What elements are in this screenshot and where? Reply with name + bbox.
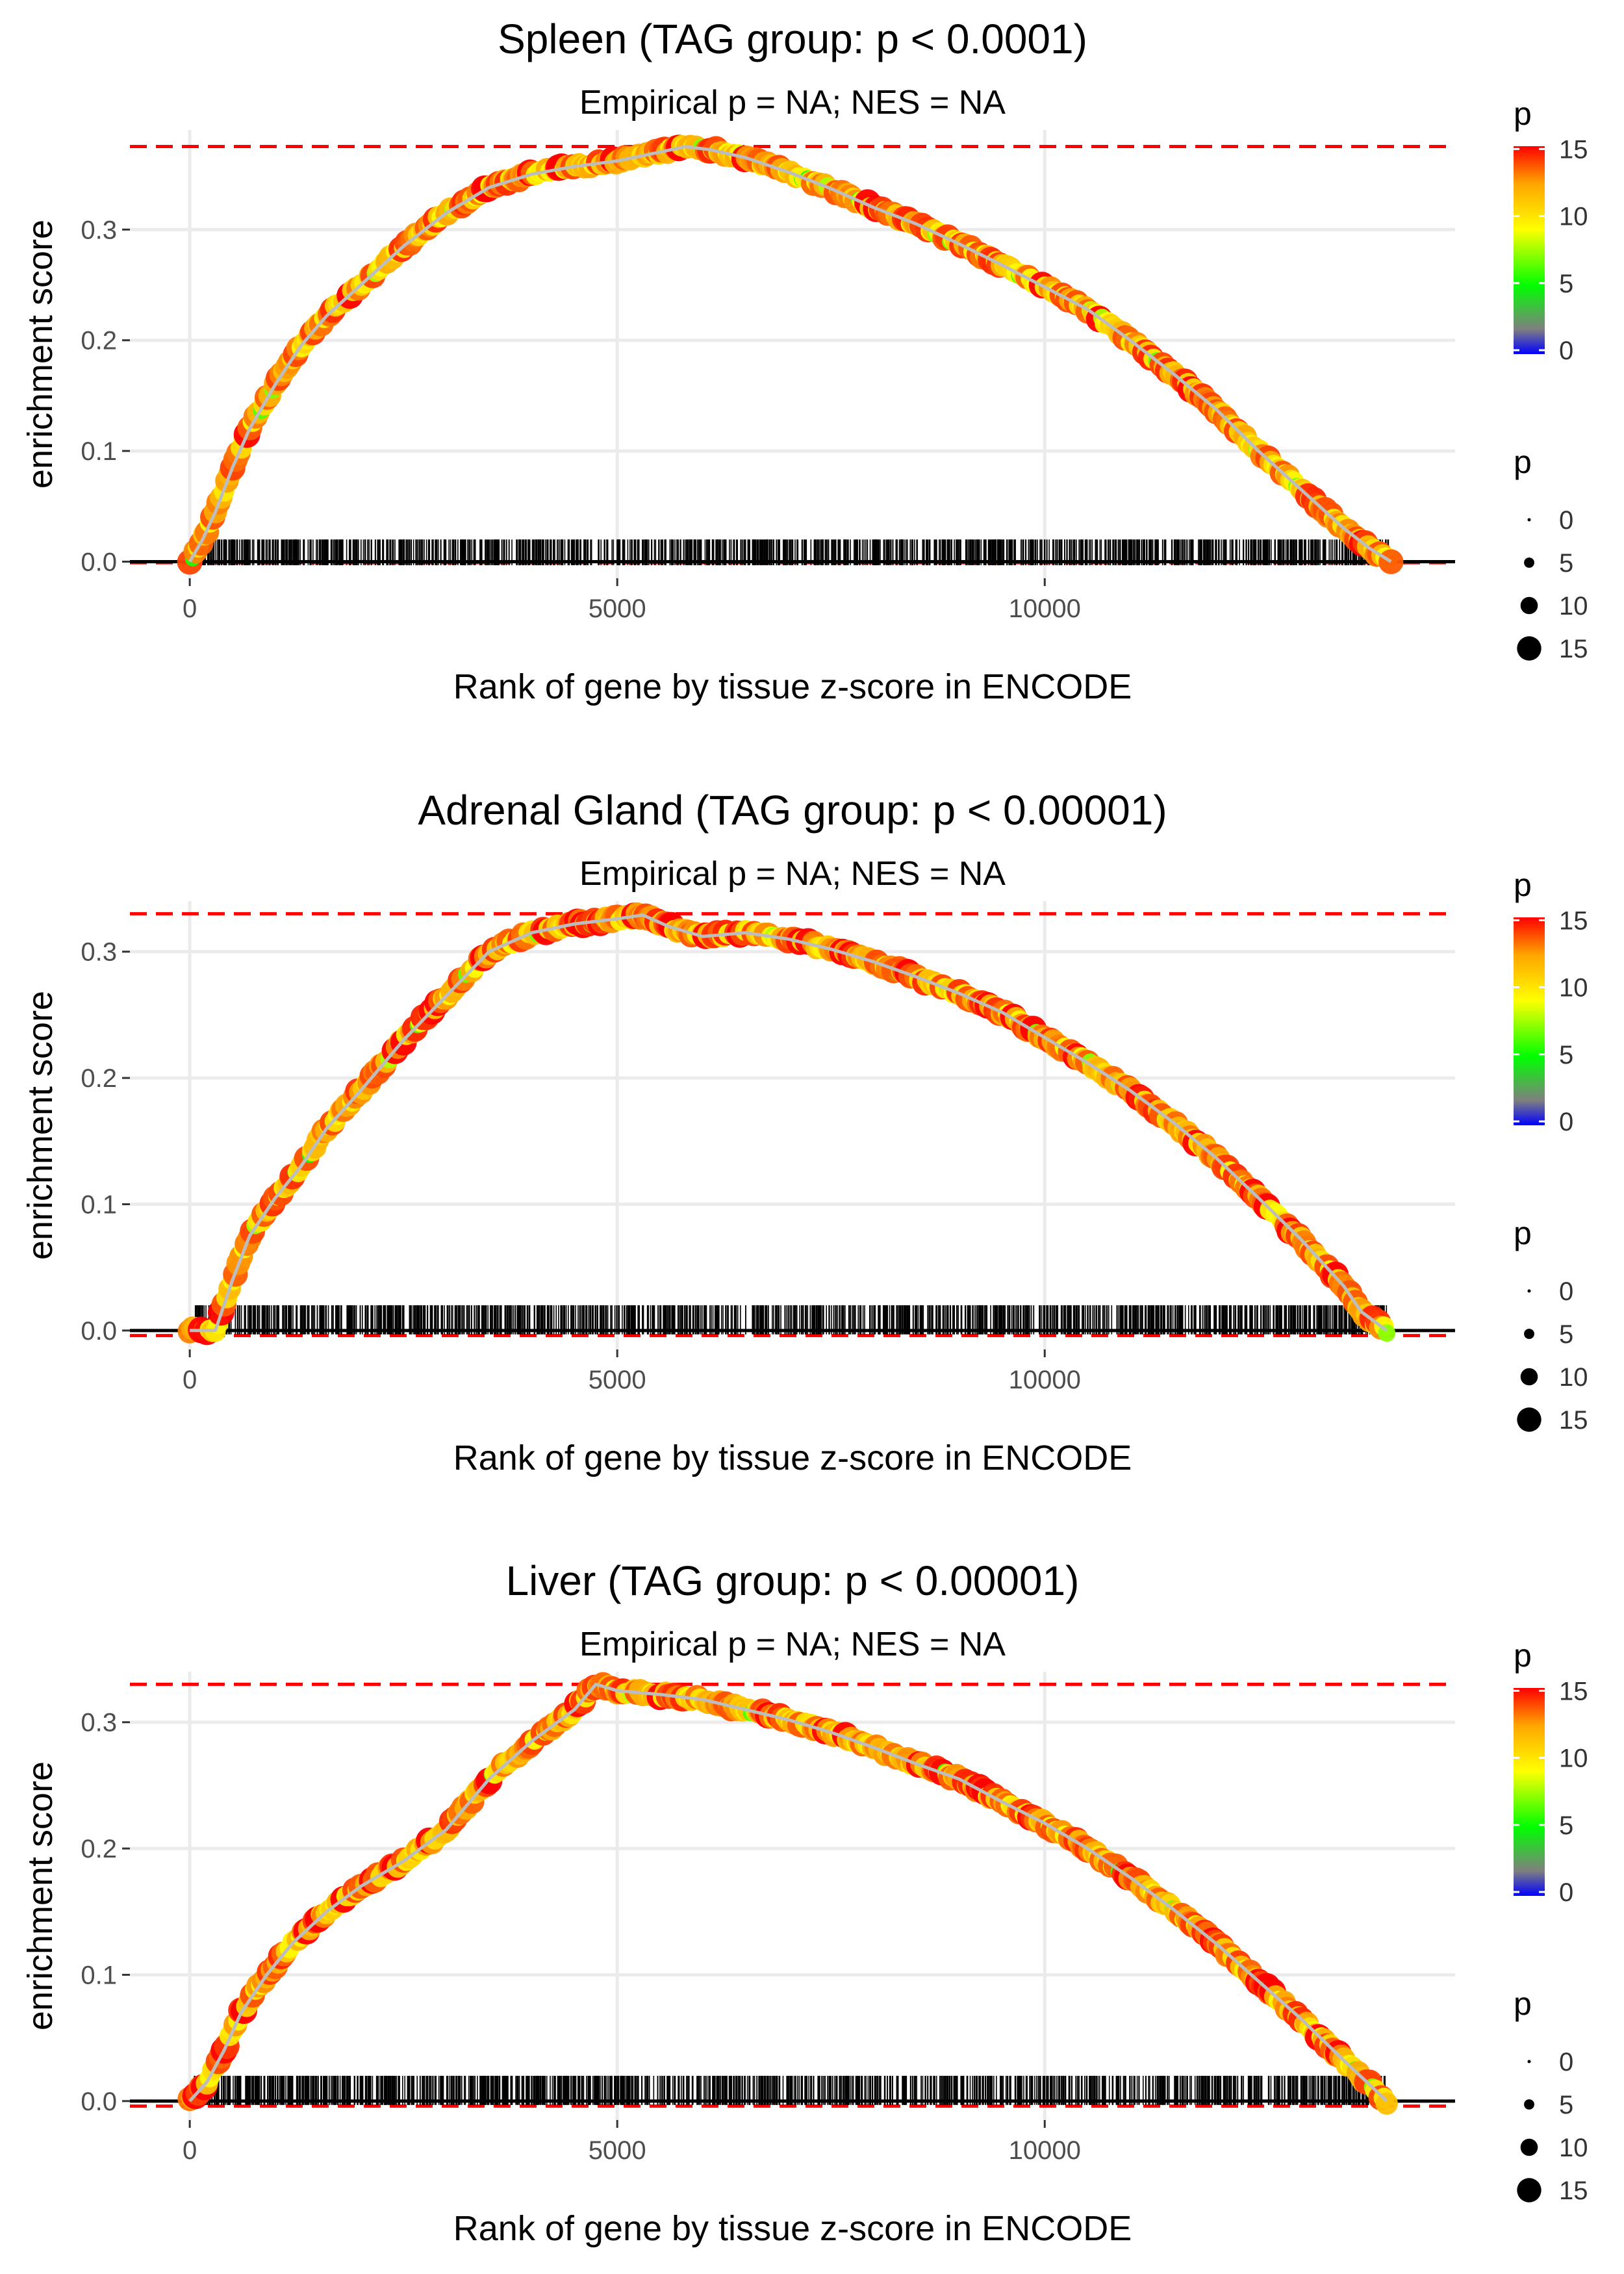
size-legend-dot bbox=[1517, 636, 1542, 661]
x-tick-label: 0 bbox=[183, 594, 197, 623]
x-tick-label: 0 bbox=[183, 2136, 197, 2165]
chart-subtitle: Empirical p = NA; NES = NA bbox=[579, 855, 1006, 893]
size-legend-dot bbox=[1527, 1289, 1531, 1293]
size-legend-label: 0 bbox=[1559, 506, 1573, 535]
x-axis-title: Rank of gene by tissue z-score in ENCODE bbox=[453, 1438, 1132, 1477]
color-legend-label: 10 bbox=[1559, 203, 1588, 231]
color-legend-title: p bbox=[1514, 867, 1532, 903]
size-legend-dot bbox=[1520, 596, 1538, 615]
size-legend-label: 15 bbox=[1559, 1406, 1588, 1435]
y-tick-label: 0.3 bbox=[81, 938, 117, 967]
x-tick-label: 10000 bbox=[1009, 2136, 1081, 2165]
size-legend-title: p bbox=[1514, 444, 1532, 480]
chart-subtitle: Empirical p = NA; NES = NA bbox=[579, 1626, 1006, 1663]
x-tick-label: 10000 bbox=[1009, 594, 1081, 623]
chart-subtitle: Empirical p = NA; NES = NA bbox=[579, 84, 1006, 121]
size-legend-label: 15 bbox=[1559, 635, 1588, 663]
size-legend-label: 10 bbox=[1559, 592, 1588, 620]
gridlines bbox=[130, 130, 1455, 578]
y-tick-label: 0.0 bbox=[81, 1317, 117, 1346]
chart-title: Liver (TAG group: p < 0.00001) bbox=[506, 1557, 1080, 1604]
panel-1: Adrenal Gland (TAG group: p < 0.00001) Em… bbox=[21, 787, 1588, 1477]
size-legend-label: 5 bbox=[1559, 1320, 1573, 1349]
x-axis-title: Rank of gene by tissue z-score in ENCODE bbox=[453, 2209, 1132, 2248]
x-tick-label: 10000 bbox=[1009, 1366, 1081, 1394]
size-legend-title: p bbox=[1514, 1215, 1532, 1251]
color-legend-title: p bbox=[1514, 96, 1532, 132]
y-tick-label: 0.0 bbox=[81, 2088, 117, 2116]
color-legend-label: 0 bbox=[1559, 1108, 1573, 1136]
series-points bbox=[177, 134, 1404, 575]
size-legend-dot bbox=[1524, 1329, 1534, 1339]
y-tick-label: 0.0 bbox=[81, 548, 117, 576]
y-tick-label: 0.1 bbox=[81, 1961, 117, 1989]
y-tick-label: 0.3 bbox=[81, 216, 117, 244]
series-line bbox=[188, 145, 1392, 563]
color-legend-label: 15 bbox=[1559, 135, 1588, 164]
y-tick-label: 0.1 bbox=[81, 1190, 117, 1219]
size-legend-dot bbox=[1524, 557, 1534, 568]
y-axis-title: enrichment score bbox=[21, 1761, 60, 2030]
color-legend-label: 5 bbox=[1559, 1041, 1573, 1069]
x-tick-label: 5000 bbox=[589, 1366, 646, 1394]
size-legend-label: 10 bbox=[1559, 1363, 1588, 1392]
x-tick-label: 5000 bbox=[589, 594, 646, 623]
y-axis-title: enrichment score bbox=[21, 991, 60, 1260]
x-tick-label: 0 bbox=[183, 1366, 197, 1394]
y-tick-label: 0.2 bbox=[81, 1064, 117, 1093]
y-tick-label: 0.3 bbox=[81, 1709, 117, 1737]
chart-title: Adrenal Gland (TAG group: p < 0.00001) bbox=[418, 787, 1167, 834]
size-legend-dot bbox=[1520, 1368, 1538, 1386]
x-axis-title: Rank of gene by tissue z-score in ENCODE bbox=[453, 667, 1132, 706]
size-legend-dot bbox=[1517, 1407, 1542, 1432]
x-tick-label: 5000 bbox=[589, 2136, 646, 2165]
color-legend-label: 0 bbox=[1559, 337, 1573, 365]
color-legend-label: 5 bbox=[1559, 270, 1573, 298]
panel-2: Liver (TAG group: p < 0.00001) Empirical … bbox=[21, 1557, 1588, 2248]
color-legend-label: 15 bbox=[1559, 906, 1588, 935]
gene-hit-rug bbox=[194, 2075, 1386, 2105]
series-line bbox=[190, 913, 1388, 1333]
size-legend-label: 5 bbox=[1559, 549, 1573, 578]
size-legend-label: 0 bbox=[1559, 1277, 1573, 1306]
y-tick-label: 0.2 bbox=[81, 327, 117, 355]
chart-title: Spleen (TAG group: p < 0.0001) bbox=[498, 16, 1087, 62]
color-bar bbox=[1514, 146, 1545, 354]
panel-0: Spleen (TAG group: p < 0.0001) Empirical … bbox=[21, 16, 1588, 706]
series-point bbox=[1378, 549, 1404, 574]
y-tick-label: 0.1 bbox=[81, 437, 117, 466]
color-bar bbox=[1514, 917, 1545, 1125]
y-axis-title: enrichment score bbox=[21, 220, 60, 489]
size-legend-dot bbox=[1527, 518, 1531, 522]
series-points bbox=[177, 902, 1396, 1346]
color-legend-label: 10 bbox=[1559, 974, 1588, 1003]
y-tick-label: 0.2 bbox=[81, 1835, 117, 1863]
